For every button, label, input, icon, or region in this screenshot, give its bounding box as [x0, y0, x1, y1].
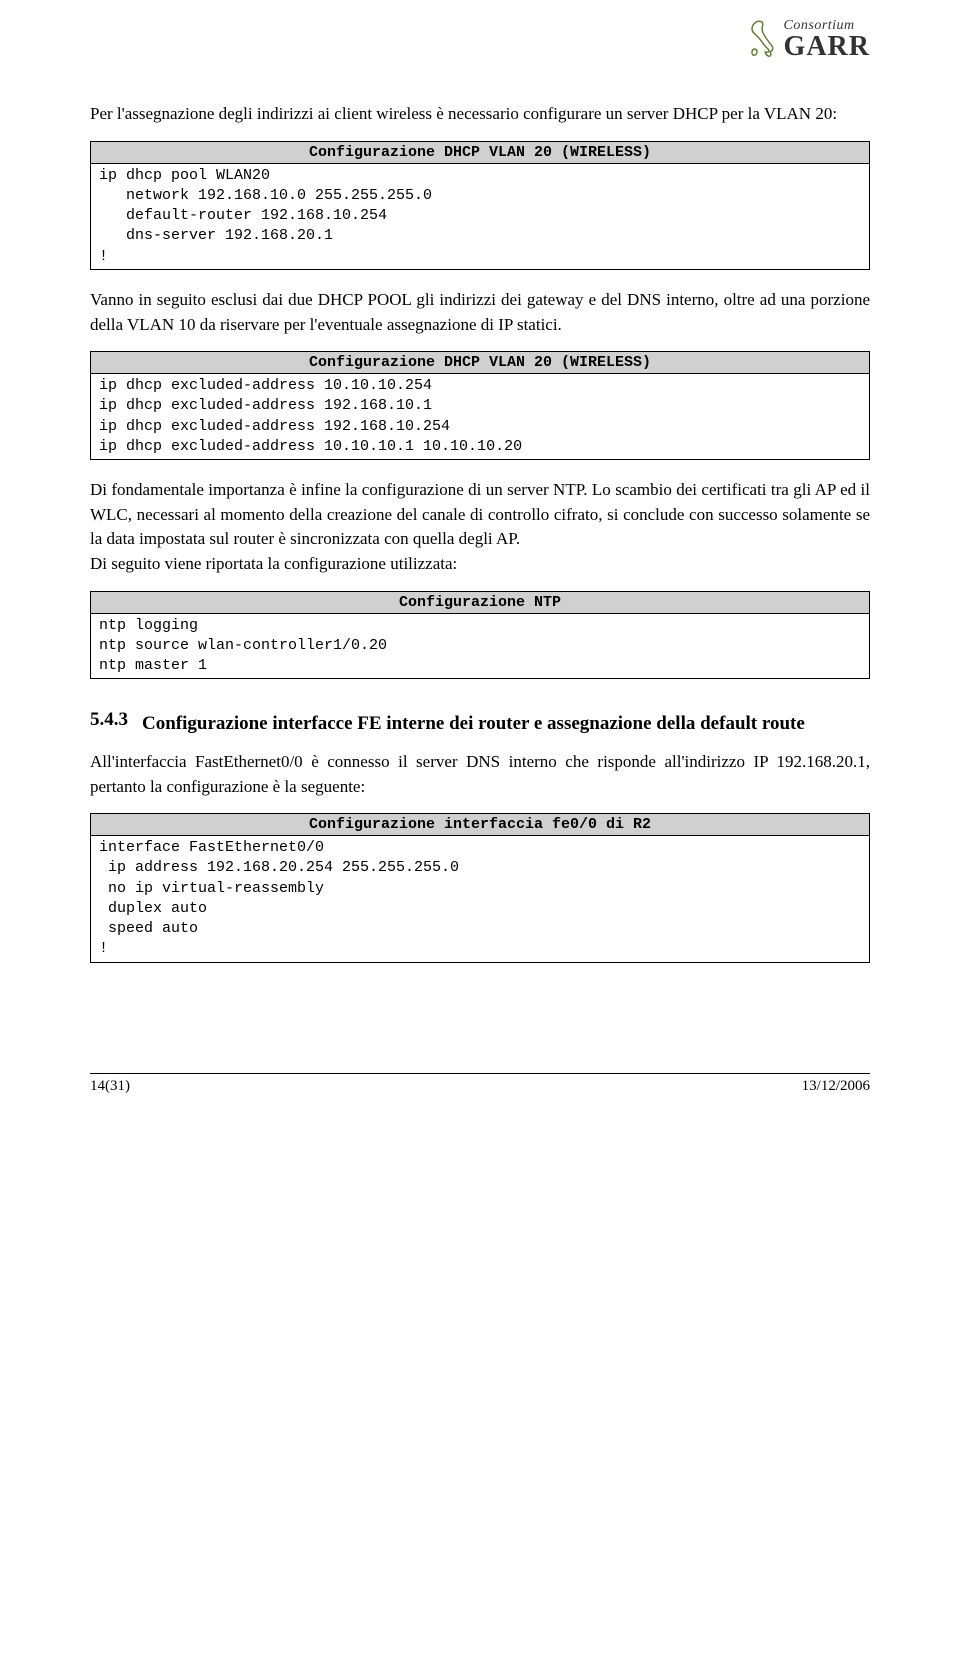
code-box-ntp: Configurazione NTP ntp logging ntp sourc…	[90, 591, 870, 680]
paragraph-1: Per l'assegnazione degli indirizzi ai cl…	[90, 102, 870, 127]
footer-page-number: 14(31)	[90, 1078, 130, 1095]
section-title: Configurazione interfacce FE interne dei…	[142, 709, 805, 739]
footer-date: 13/12/2006	[802, 1078, 870, 1095]
page-footer: 14(31) 13/12/2006	[90, 1073, 870, 1095]
code-box-interface-fe00: Configurazione interfaccia fe0/0 di R2 i…	[90, 813, 870, 963]
paragraph-2: Vanno in seguito esclusi dai due DHCP PO…	[90, 288, 870, 337]
logo-bottom-text: GARR	[784, 34, 870, 59]
logo-text: Consortium GARR	[784, 18, 870, 59]
code-box-dhcp-excluded: Configurazione DHCP VLAN 20 (WIRELESS) i…	[90, 351, 870, 460]
section-number: 5.4.3	[90, 709, 128, 739]
code-header: Configurazione interfaccia fe0/0 di R2	[91, 814, 869, 836]
code-header: Configurazione NTP	[91, 592, 869, 614]
code-header: Configurazione DHCP VLAN 20 (WIRELESS)	[91, 142, 869, 164]
code-box-dhcp-pool: Configurazione DHCP VLAN 20 (WIRELESS) i…	[90, 141, 870, 270]
paragraph-4: Di seguito viene riportata la configuraz…	[90, 552, 870, 577]
section-heading: 5.4.3 Configurazione interfacce FE inter…	[90, 709, 870, 739]
paragraph-5: All'interfaccia FastEthernet0/0 è connes…	[90, 750, 870, 799]
italy-map-icon	[744, 19, 780, 59]
code-body: interface FastEthernet0/0 ip address 192…	[91, 836, 869, 962]
code-body: ip dhcp excluded-address 10.10.10.254 ip…	[91, 374, 869, 459]
code-body: ip dhcp pool WLAN20 network 192.168.10.0…	[91, 164, 869, 269]
code-header: Configurazione DHCP VLAN 20 (WIRELESS)	[91, 352, 869, 374]
paragraph-3: Di fondamentale importanza è infine la c…	[90, 478, 870, 552]
logo: Consortium GARR	[744, 18, 870, 59]
page: Consortium GARR Per l'assegnazione degli…	[0, 0, 960, 1125]
code-body: ntp logging ntp source wlan-controller1/…	[91, 614, 869, 679]
